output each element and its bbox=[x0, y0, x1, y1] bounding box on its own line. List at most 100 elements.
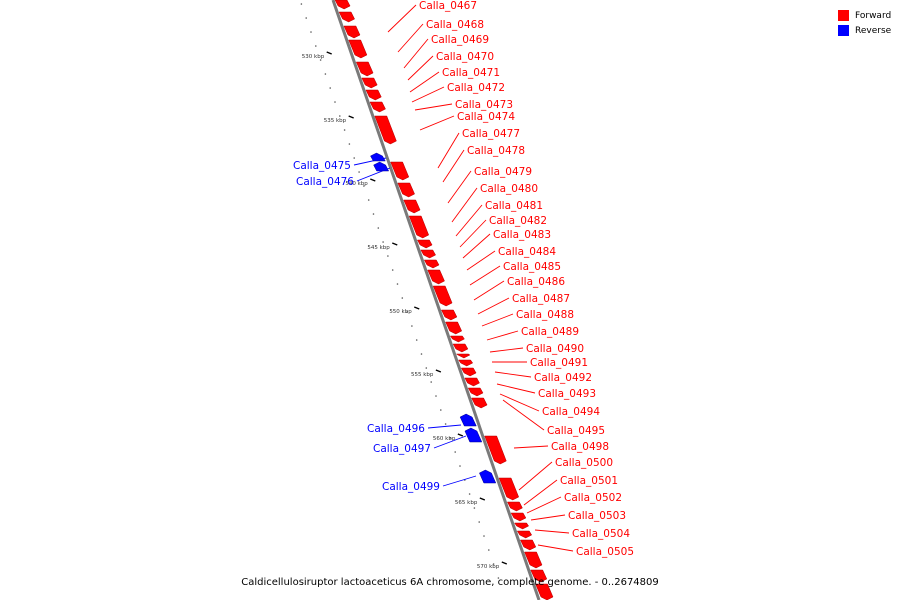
gene-label[interactable]: Calla_0471 bbox=[442, 67, 500, 79]
forward-gene-arrow bbox=[432, 285, 453, 307]
scale-dot bbox=[454, 451, 457, 453]
leader-line bbox=[526, 496, 562, 514]
gene-label[interactable]: Calla_0474 bbox=[457, 111, 515, 123]
gene-features bbox=[334, 0, 554, 600]
scale-tick bbox=[457, 433, 464, 437]
gene-label[interactable]: Calla_0469 bbox=[431, 34, 489, 46]
scale-dot bbox=[324, 73, 327, 75]
forward-gene-arrow bbox=[343, 25, 361, 39]
forward-gene-arrow bbox=[458, 359, 474, 367]
gene-label[interactable]: Calla_0499 bbox=[382, 481, 440, 493]
gene-label[interactable]: Calla_0479 bbox=[474, 166, 532, 178]
scale-dot bbox=[363, 185, 365, 187]
scale-dot bbox=[305, 17, 308, 19]
leader-line bbox=[397, 23, 424, 53]
leader-line bbox=[537, 544, 574, 552]
scale-dot bbox=[310, 31, 312, 33]
scale-dot bbox=[425, 367, 428, 369]
leader-line bbox=[419, 115, 455, 131]
scale-dot bbox=[396, 283, 399, 285]
gene-label[interactable]: Calla_0501 bbox=[560, 475, 618, 487]
gene-label[interactable]: Calla_0504 bbox=[572, 528, 630, 540]
forward-gene-arrow bbox=[390, 161, 410, 181]
scale-dot bbox=[334, 101, 336, 103]
leader-line bbox=[469, 265, 501, 286]
scale-tick-label: 550 kbp bbox=[389, 309, 412, 315]
gene-label[interactable]: Calla_0500 bbox=[555, 457, 613, 469]
figure-caption: Caldicellulosiruptor lactoaceticus 6A ch… bbox=[241, 577, 659, 588]
forward-gene-arrow bbox=[427, 269, 445, 285]
scale-dot bbox=[348, 143, 351, 145]
gene-label[interactable]: Calla_0486 bbox=[507, 276, 565, 288]
scale-tick-label: 560 kbp bbox=[433, 436, 456, 442]
gene-label[interactable]: Calla_0485 bbox=[503, 261, 561, 273]
scale-dot bbox=[382, 241, 384, 243]
gene-label[interactable]: Calla_0498 bbox=[551, 441, 609, 453]
leader-line bbox=[534, 529, 570, 534]
leader-line bbox=[499, 393, 540, 412]
scale-tick-label: 555 kbp bbox=[411, 372, 434, 378]
forward-gene-arrow bbox=[516, 530, 533, 539]
leader-line bbox=[455, 204, 483, 237]
leader-line bbox=[387, 4, 417, 33]
gene-label[interactable]: Calla_0487 bbox=[512, 293, 570, 305]
gene-label[interactable]: Calla_0488 bbox=[516, 309, 574, 321]
scale-dot bbox=[483, 535, 485, 537]
forward-gene-arrow bbox=[355, 61, 374, 77]
gene-label[interactable]: Calla_0502 bbox=[564, 492, 622, 504]
gene-label[interactable]: Calla_0489 bbox=[521, 326, 579, 338]
gene-label[interactable]: Calla_0481 bbox=[485, 200, 543, 212]
gene-label[interactable]: Calla_0484 bbox=[498, 246, 556, 258]
gene-label[interactable]: Calla_0493 bbox=[538, 388, 596, 400]
gene-label[interactable]: Calla_0477 bbox=[462, 128, 520, 140]
leader-line bbox=[473, 280, 505, 301]
scale-dot bbox=[406, 311, 408, 313]
forward-gene-arrow bbox=[464, 377, 480, 387]
leader-line bbox=[496, 383, 536, 394]
leader-line bbox=[451, 187, 478, 223]
gene-label[interactable]: Calla_0483 bbox=[493, 229, 551, 241]
gene-label[interactable]: Calla_0473 bbox=[455, 99, 513, 111]
gene-label[interactable]: Calla_0490 bbox=[526, 343, 584, 355]
gene-label[interactable]: Calla_0505 bbox=[576, 546, 634, 558]
scale-dot bbox=[420, 353, 423, 355]
gene-label[interactable]: Calla_0494 bbox=[542, 406, 600, 418]
gene-label[interactable]: Calla_0475 bbox=[293, 160, 351, 172]
forward-gene-arrow bbox=[510, 512, 527, 522]
scale-dot bbox=[329, 87, 332, 89]
scale-dot bbox=[372, 213, 375, 215]
reverse-gene-arrow bbox=[459, 413, 477, 427]
gene-label[interactable]: Calla_0476 bbox=[296, 176, 354, 188]
leader-line bbox=[481, 313, 514, 327]
scale-dot bbox=[315, 45, 317, 47]
reverse-gene-arrow bbox=[370, 152, 386, 162]
gene-label[interactable]: Calla_0496 bbox=[367, 423, 425, 435]
gene-label[interactable]: Calla_0495 bbox=[547, 425, 605, 437]
gene-label[interactable]: Calla_0482 bbox=[489, 215, 547, 227]
gene-label[interactable]: Calla_0480 bbox=[480, 183, 538, 195]
forward-gene-arrow bbox=[506, 501, 523, 512]
forward-gene-arrow bbox=[530, 569, 548, 583]
reverse-gene-arrow bbox=[373, 161, 390, 172]
scale-dot bbox=[449, 437, 452, 439]
legend-label-forward: Forward bbox=[855, 10, 892, 21]
gene-label[interactable]: Calla_0472 bbox=[447, 82, 505, 94]
scale-dot bbox=[391, 269, 394, 271]
leader-line bbox=[447, 170, 472, 204]
gene-label[interactable]: Calla_0467 bbox=[419, 0, 477, 12]
leader-line bbox=[462, 233, 491, 259]
gene-label[interactable]: Calla_0478 bbox=[467, 145, 525, 157]
gene-label[interactable]: Calla_0497 bbox=[373, 443, 431, 455]
gene-label[interactable]: Calla_0491 bbox=[530, 357, 588, 369]
scale-dot bbox=[492, 563, 495, 565]
scale-dot bbox=[353, 157, 356, 159]
scale-dot bbox=[367, 199, 370, 201]
legend-item-forward: Forward bbox=[838, 8, 891, 23]
gene-label[interactable]: Calla_0503 bbox=[568, 510, 626, 522]
scale-dot bbox=[411, 325, 413, 327]
gene-label[interactable]: Calla_0492 bbox=[534, 372, 592, 384]
gene-label[interactable]: Calla_0468 bbox=[426, 19, 484, 31]
scale-tick-label: 530 kbp bbox=[302, 54, 325, 60]
gene-label[interactable]: Calla_0470 bbox=[436, 51, 494, 63]
forward-gene-arrow bbox=[420, 249, 436, 259]
